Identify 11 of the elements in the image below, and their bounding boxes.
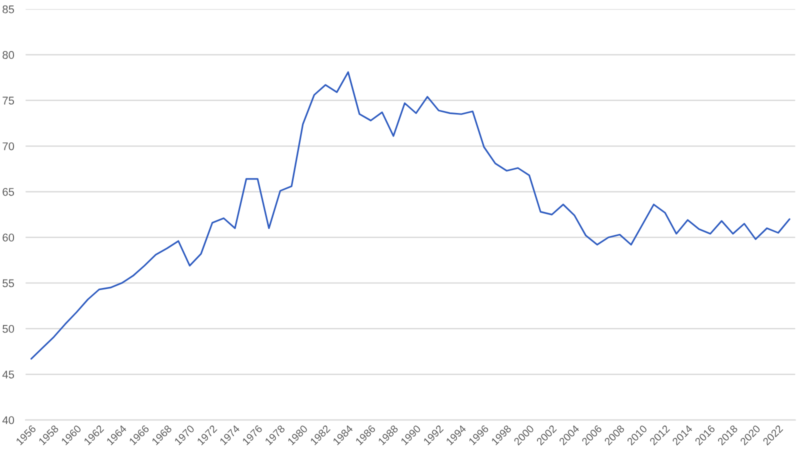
y-tick-label: 45 [2, 370, 14, 378]
y-tick-label: 40 [2, 416, 14, 424]
y-tick-label: 85 [2, 5, 14, 14]
y-tick-label: 70 [2, 142, 14, 150]
y-tick-label: 60 [2, 234, 14, 242]
y-tick-label: 80 [2, 51, 14, 59]
line-series [30, 71, 790, 360]
y-tick-label: 75 [2, 96, 14, 105]
y-tick-label: 55 [2, 279, 14, 288]
y-tick-label: 65 [2, 188, 14, 196]
y-tick-label: 50 [2, 324, 14, 333]
